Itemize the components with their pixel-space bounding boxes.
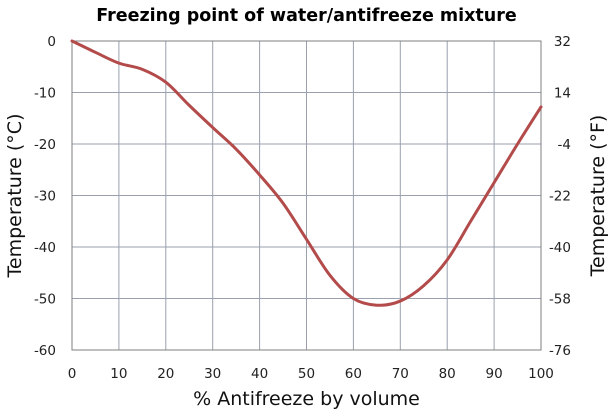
y-tick-label: -20 <box>34 137 56 153</box>
x-axis-label: % Antifreeze by volume <box>193 388 420 410</box>
y-tick-label: -40 <box>34 240 56 256</box>
y2-tick-label: 14 <box>554 86 571 102</box>
y-tick-label: -60 <box>34 343 56 359</box>
x-tick-label: 50 <box>298 366 315 382</box>
grid-lines <box>71 40 542 351</box>
y-tick-label: -30 <box>34 189 56 205</box>
x-tick-label: 0 <box>68 366 77 382</box>
chart-title: Freezing point of water/antifreeze mixtu… <box>96 6 517 26</box>
y2-tick-label: -58 <box>549 292 571 308</box>
x-tick-label: 100 <box>528 366 554 382</box>
y2-axis-label: Temperature (°F) <box>587 115 609 278</box>
y2-tick-label: -40 <box>549 240 571 256</box>
y2-tick-label: -4 <box>558 137 571 153</box>
y-axis-label: Temperature (°C) <box>4 114 26 279</box>
x-tick-label: 10 <box>110 366 127 382</box>
x-tick-label: 40 <box>251 366 268 382</box>
series-line <box>70 39 543 307</box>
x-tick-label: 30 <box>204 366 221 382</box>
y-tick-label: -50 <box>34 292 56 308</box>
x-tick-label: 90 <box>486 366 503 382</box>
x-tick-label: 80 <box>439 366 456 382</box>
y2-tick-label: 32 <box>554 34 571 50</box>
tick-labels: 0 10 20 30 40 50 60 70 80 90 100 0 32 -10 14 -20 -4 -30 -2… <box>34 34 571 382</box>
plot-frame <box>71 40 542 351</box>
x-tick-label: 20 <box>157 366 174 382</box>
y-tick-label: -10 <box>34 86 56 102</box>
y-tick-label: 0 <box>47 34 56 50</box>
y2-tick-label: -76 <box>549 343 571 359</box>
x-tick-label: 60 <box>345 366 362 382</box>
y2-tick-label: -22 <box>549 189 571 205</box>
x-tick-label: 70 <box>392 366 409 382</box>
data-series <box>70 39 543 307</box>
